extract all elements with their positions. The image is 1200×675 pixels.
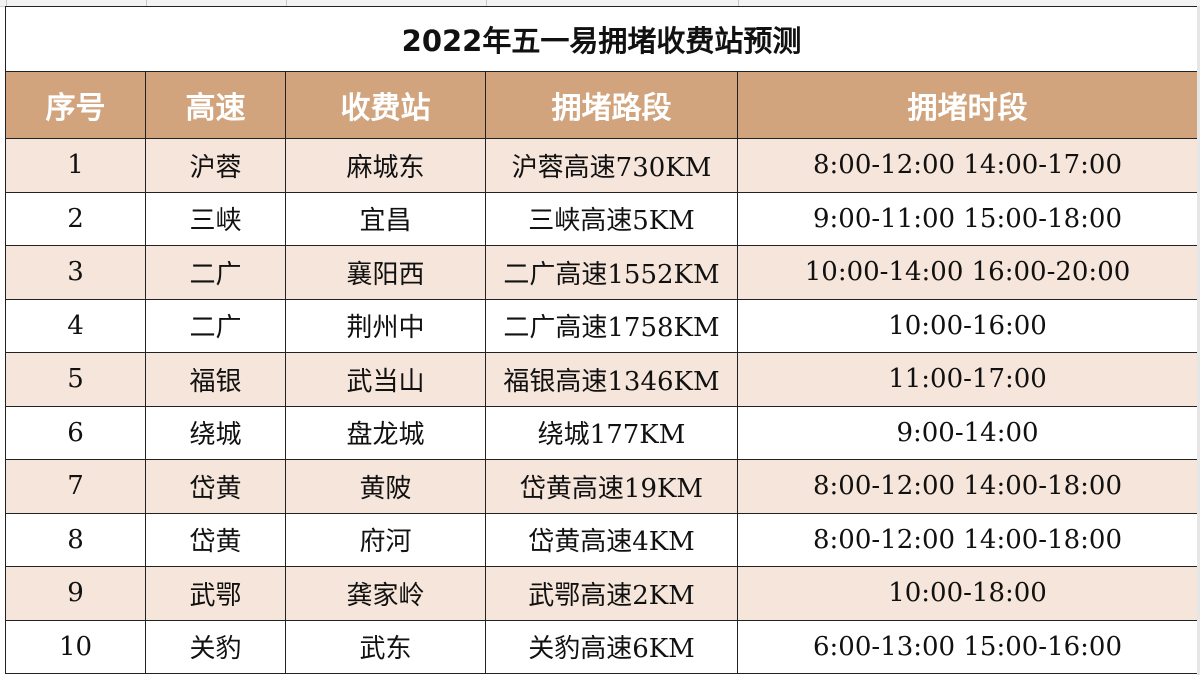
row-congested-section-cell[interactable]: 绕城177KM — [485, 405, 738, 460]
row-index-cell[interactable]: 1 — [5, 138, 146, 193]
table-row: 4 二广 荆州中 二广高速1758KM 10:00-16:00 — [5, 298, 1199, 353]
table-row: 7 岱黄 黄陂 岱黄高速19KM 8:00-12:00 14:00-18:00 — [5, 459, 1199, 514]
row-highway-cell[interactable]: 岱黄 — [145, 459, 286, 514]
table-row: 8 岱黄 府河 岱黄高速4KM 8:00-12:00 14:00-18:00 — [5, 512, 1199, 567]
row-toll-station-cell[interactable]: 武当山 — [285, 352, 486, 407]
row-congested-section-cell[interactable]: 福银高速1346KM — [485, 352, 738, 407]
scrollbar-edge[interactable] — [1197, 6, 1200, 675]
row-index-cell[interactable]: 6 — [5, 405, 146, 460]
row-congested-period-cell[interactable]: 9:00-14:00 — [736, 405, 1199, 460]
table-row: 2 三峡 宜昌 三峡高速5KM 9:00-11:00 15:00-18:00 — [5, 191, 1199, 246]
row-toll-station-cell[interactable]: 武东 — [285, 619, 486, 674]
header-cell-index[interactable]: 序号 — [5, 71, 146, 139]
row-toll-station-cell[interactable]: 府河 — [285, 512, 486, 567]
row-toll-station-cell[interactable]: 襄阳西 — [285, 245, 486, 300]
row-index-cell[interactable]: 4 — [5, 298, 146, 353]
row-highway-cell[interactable]: 武鄂 — [145, 566, 286, 621]
table-row: 5 福银 武当山 福银高速1346KM 11:00-17:00 — [5, 352, 1199, 407]
row-toll-station-cell[interactable]: 龚家岭 — [285, 566, 486, 621]
table-row: 10 关豹 武东 关豹高速6KM 6:00-13:00 15:00-16:00 — [5, 619, 1199, 674]
table-title[interactable]: 2022年五一易拥堵收费站预测 — [4, 6, 1199, 72]
row-congested-period-cell[interactable]: 8:00-12:00 14:00-18:00 — [736, 512, 1199, 567]
row-index-cell[interactable]: 5 — [5, 352, 146, 407]
row-congested-period-cell[interactable]: 8:00-12:00 14:00-17:00 — [736, 138, 1199, 193]
row-index-cell[interactable]: 10 — [5, 619, 146, 674]
row-index-cell[interactable]: 7 — [5, 459, 146, 514]
row-toll-station-cell[interactable]: 黄陂 — [285, 459, 486, 514]
table-row: 9 武鄂 龚家岭 武鄂高速2KM 10:00-18:00 — [5, 566, 1199, 621]
row-congested-section-cell[interactable]: 三峡高速5KM — [485, 191, 738, 246]
header-row: 序号 高速 收费站 拥堵路段 拥堵时段 — [5, 71, 1199, 139]
row-congested-section-cell[interactable]: 二广高速1758KM — [485, 298, 738, 353]
row-congested-section-cell[interactable]: 关豹高速6KM — [485, 619, 738, 674]
row-index-cell[interactable]: 8 — [5, 512, 146, 567]
row-index-cell[interactable]: 9 — [5, 566, 146, 621]
row-congested-period-cell[interactable]: 8:00-12:00 14:00-18:00 — [736, 459, 1199, 514]
row-congested-period-cell[interactable]: 10:00-16:00 — [736, 298, 1199, 353]
table-row: 1 沪蓉 麻城东 沪蓉高速730KM 8:00-12:00 14:00-17:00 — [5, 138, 1199, 193]
row-congested-section-cell[interactable]: 沪蓉高速730KM — [485, 138, 738, 193]
row-congested-section-cell[interactable]: 武鄂高速2KM — [485, 566, 738, 621]
table-row: 6 绕城 盘龙城 绕城177KM 9:00-14:00 — [5, 405, 1199, 460]
row-congested-period-cell[interactable]: 11:00-17:00 — [736, 352, 1199, 407]
congestion-table: 2022年五一易拥堵收费站预测 序号 高速 收费站 拥堵路段 拥堵时段 1 沪蓉麻… — [4, 6, 1199, 674]
row-index-cell[interactable]: 3 — [5, 245, 146, 300]
title-row: 2022年五一易拥堵收费站预测 — [4, 6, 1199, 72]
header-cell-congested-section[interactable]: 拥堵路段 — [485, 71, 738, 139]
row-congested-period-cell[interactable]: 9:00-11:00 15:00-18:00 — [736, 191, 1199, 246]
header-cell-highway[interactable]: 高速 — [145, 71, 286, 139]
row-highway-cell[interactable]: 三峡 — [145, 191, 286, 246]
row-congested-section-cell[interactable]: 二广高速1552KM — [485, 245, 738, 300]
row-toll-station-cell[interactable]: 宜昌 — [285, 191, 486, 246]
header-cell-congested-period[interactable]: 拥堵时段 — [736, 71, 1199, 139]
row-congested-period-cell[interactable]: 6:00-13:00 15:00-16:00 — [736, 619, 1199, 674]
row-highway-cell[interactable]: 二广 — [145, 298, 286, 353]
row-highway-cell[interactable]: 沪蓉 — [145, 138, 286, 193]
header-cell-toll-station[interactable]: 收费站 — [285, 71, 486, 139]
row-index-cell[interactable]: 2 — [5, 191, 146, 246]
row-congested-section-cell[interactable]: 岱黄高速19KM — [485, 459, 738, 514]
row-highway-cell[interactable]: 关豹 — [145, 619, 286, 674]
row-toll-station-cell[interactable]: 盘龙城 — [285, 405, 486, 460]
row-highway-cell[interactable]: 岱黄 — [145, 512, 286, 567]
row-highway-cell[interactable]: 二广 — [145, 245, 286, 300]
row-highway-cell[interactable]: 绕城 — [145, 405, 286, 460]
row-highway-cell[interactable]: 福银 — [145, 352, 286, 407]
row-congested-period-cell[interactable]: 10:00-18:00 — [736, 566, 1199, 621]
row-congested-section-cell[interactable]: 岱黄高速4KM — [485, 512, 738, 567]
row-toll-station-cell[interactable]: 荆州中 — [285, 298, 486, 353]
table-row: 3 二广 襄阳西 二广高速1552KM 10:00-14:00 16:00-20:00 — [5, 245, 1199, 300]
row-toll-station-cell[interactable]: 麻城东 — [285, 138, 486, 193]
row-congested-period-cell[interactable]: 10:00-14:00 16:00-20:00 — [736, 245, 1199, 300]
